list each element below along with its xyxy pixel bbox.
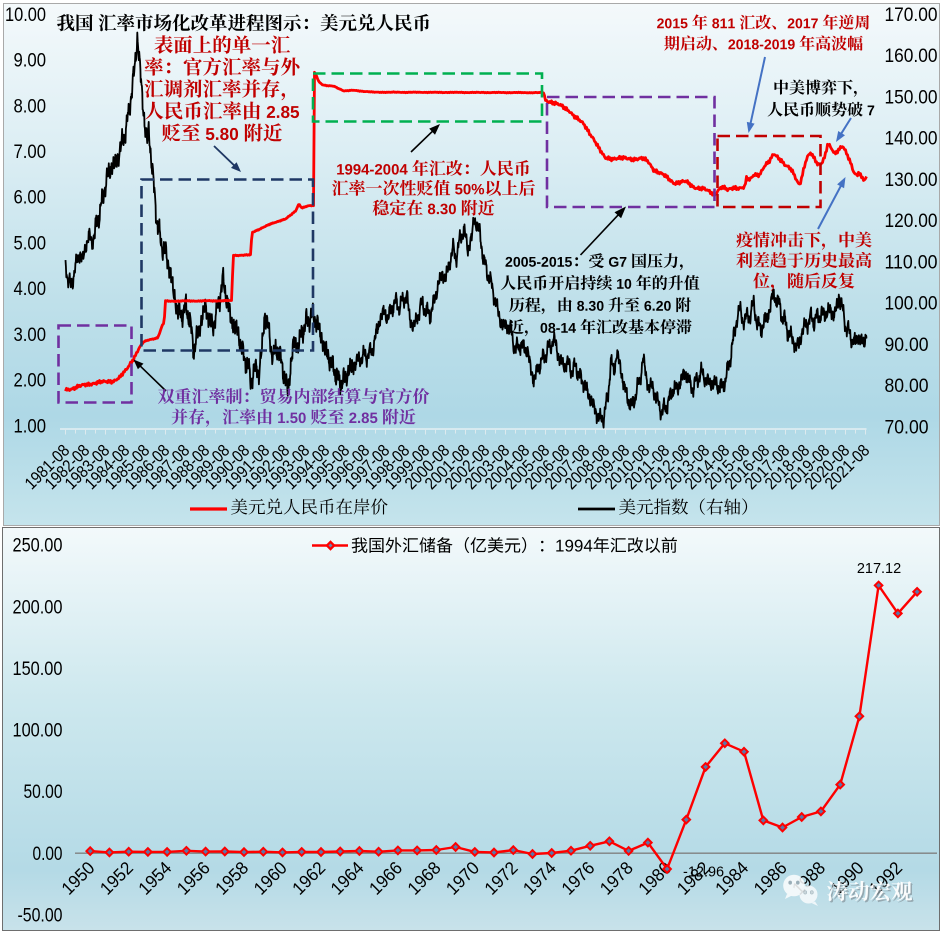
svg-text:100.00: 100.00	[885, 294, 938, 315]
svg-text:110.00: 110.00	[885, 252, 938, 273]
svg-text:-12.96: -12.96	[683, 865, 724, 881]
svg-text:217.12: 217.12	[857, 561, 901, 577]
svg-text:7.00: 7.00	[14, 142, 47, 163]
svg-text:8.00: 8.00	[14, 96, 47, 117]
svg-text:70.00: 70.00	[885, 417, 929, 438]
svg-text:80.00: 80.00	[885, 376, 929, 397]
svg-text:170.00: 170.00	[885, 5, 938, 26]
svg-text:140.00: 140.00	[885, 129, 938, 150]
svg-text:130.00: 130.00	[885, 170, 938, 191]
svg-text:250.00: 250.00	[13, 536, 63, 557]
svg-text:10.00: 10.00	[5, 5, 46, 26]
svg-text:150.00: 150.00	[885, 87, 938, 108]
svg-text:4.00: 4.00	[14, 279, 47, 300]
svg-text:3.00: 3.00	[14, 325, 47, 346]
svg-text:5.00: 5.00	[14, 233, 47, 254]
svg-text:-50.00: -50.00	[18, 905, 63, 926]
svg-text:150.00: 150.00	[13, 659, 63, 680]
svg-text:9.00: 9.00	[14, 51, 47, 72]
svg-text:200.00: 200.00	[13, 597, 63, 618]
svg-text:50.00: 50.00	[24, 782, 63, 803]
svg-text:120.00: 120.00	[885, 211, 938, 232]
svg-text:2.00: 2.00	[14, 371, 47, 392]
svg-text:6.00: 6.00	[14, 188, 47, 209]
svg-text:100.00: 100.00	[13, 721, 63, 742]
svg-text:1.00: 1.00	[14, 416, 47, 437]
svg-text:160.00: 160.00	[885, 46, 938, 67]
svg-text:90.00: 90.00	[885, 335, 929, 356]
svg-text:0.00: 0.00	[33, 844, 63, 865]
